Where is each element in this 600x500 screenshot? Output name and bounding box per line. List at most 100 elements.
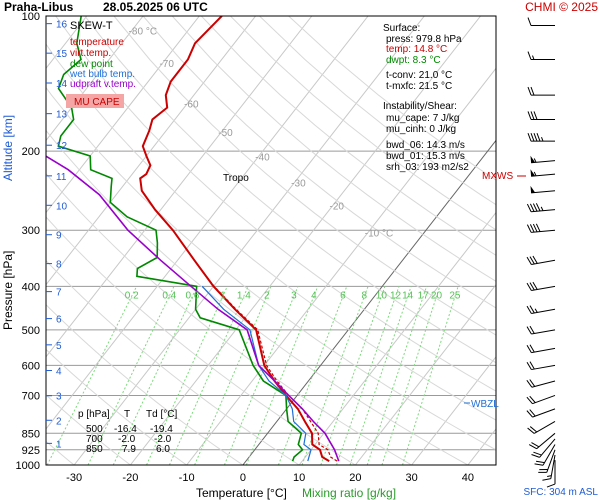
- dry-adiabat: [113, 16, 496, 336]
- temperature-tick-label: -30: [66, 472, 82, 484]
- levels-table: p [hPa] T Td [°C] 500 -16.4 -19.4 700 -2…: [78, 409, 177, 455]
- pressure-tick-label: 400: [22, 281, 40, 293]
- mixing-ratio-label: 0.4: [162, 290, 176, 301]
- dry-adiabat: [230, 16, 496, 231]
- surface-press: press: 979.8 hPa: [386, 34, 462, 45]
- legend-title: SKEW-T: [70, 20, 113, 32]
- altitude-tick-label: 9: [56, 231, 62, 242]
- copyright: CHMI © 2025: [525, 0, 598, 14]
- surface-tconv: t-conv: 21.0 °C: [386, 70, 452, 81]
- dry-adiabat: [46, 259, 300, 465]
- temperature-tick-label: 40: [462, 472, 474, 484]
- mixing-ratio-line: [194, 286, 272, 465]
- wind-barb: [530, 185, 556, 194]
- tropopause-label: Tropo: [223, 173, 249, 184]
- table-header-td: Td [°C]: [146, 409, 177, 420]
- isotherm-label: -70: [159, 59, 174, 70]
- altitude-tick-label: 10: [56, 201, 68, 212]
- y-axis-label: Pressure [hPa]: [1, 251, 15, 330]
- mixing-ratio-line: [46, 286, 138, 465]
- wind-barb: [528, 432, 556, 450]
- legend-item-wet-bulb: wet bulb temp.: [69, 69, 135, 80]
- legend-item-virt-temp: virt.temp.: [70, 48, 111, 59]
- isotherm-line: [73, 16, 425, 465]
- isotherm-label: -20: [330, 202, 345, 213]
- altitude-tick-label: 8: [56, 260, 62, 271]
- mu-cinh-value: mu_cinh: 0 J/kg: [386, 124, 456, 135]
- bwd-01-value: bwd_01: 15.3 m/s: [386, 151, 465, 162]
- dry-adiabat: [46, 394, 131, 465]
- dry-adiabat: [46, 348, 187, 465]
- wind-barb: [526, 281, 556, 291]
- surface-tmxfc: t-mxfc: 21.5 °C: [386, 81, 452, 92]
- altitude-tick-label: 12: [56, 141, 68, 152]
- isotherm-labels: -80 °C -70 -60 -50 -40 -30 -20 -10 °C: [129, 27, 394, 240]
- temperature-tick-label: 10: [293, 472, 305, 484]
- wind-barb: [534, 444, 556, 466]
- dry-adiabat: [46, 86, 496, 451]
- table-cell: 700: [86, 434, 103, 445]
- table-cell: 500: [86, 424, 103, 435]
- plot-frame: [45, 15, 497, 466]
- wind-barb: [538, 449, 556, 473]
- altitude-tick-label: 1: [56, 439, 62, 450]
- dry-adiabat: [46, 303, 244, 465]
- isotherm-line: [467, 428, 496, 465]
- mixing-ratio-label: 3: [291, 290, 297, 301]
- mixing-ratio-label: 25: [449, 290, 461, 301]
- wind-barb: [526, 379, 556, 388]
- wind-barb: [526, 394, 556, 405]
- pressure-tick-label: 925: [22, 445, 40, 457]
- mixing-ratio-line: [87, 286, 175, 465]
- altitude-tick-label: 7: [56, 288, 62, 299]
- mixing-ratio-line: [168, 286, 249, 465]
- pressure-tick-label: 600: [22, 360, 40, 372]
- dry-adiabats: [46, 16, 496, 465]
- mixing-ratio-line: [349, 286, 412, 465]
- isotherm-label: -40: [255, 153, 270, 164]
- altitude-tick-label: 14: [56, 79, 68, 90]
- table-cell: -2.0: [154, 434, 172, 445]
- mixing-ratio-label: 0.6: [185, 290, 199, 301]
- temperature-tick-label: -20: [122, 472, 138, 484]
- mixing-ratio-line: [245, 286, 319, 465]
- mixing-ratio-line: [336, 286, 400, 465]
- surface-temp: temp: 14.8 °C: [386, 44, 447, 55]
- table-cell: 6.0: [156, 444, 170, 455]
- instability-info: Instability/Shear: mu_cape: 7 J/kg mu_ci…: [383, 101, 469, 173]
- temperature-tick-labels: -30 -20 -10 0 10 20 30 40: [66, 472, 474, 484]
- pressure-tick-labels: 100 200 300 400 500 600 700 850 925 1000: [16, 11, 40, 472]
- pressure-tick-label: 100: [22, 11, 40, 23]
- wbzl-label: WBZL: [471, 399, 499, 410]
- mixing-ratio-line: [112, 286, 198, 465]
- mixing-ratio-label: 2: [264, 290, 270, 301]
- wind-barb: [530, 155, 556, 164]
- isotherm-line: [46, 16, 200, 214]
- wind-barb: [527, 111, 555, 120]
- isotherm-label: -60: [184, 100, 199, 111]
- isotherm-line: [46, 16, 369, 430]
- wind-barb: [531, 438, 556, 458]
- mixing-ratio-label: 4: [311, 290, 317, 301]
- y-axis-label-2: Altitude [km]: [1, 115, 15, 181]
- wind-barb: [526, 344, 556, 354]
- table-cell: -2.0: [118, 434, 136, 445]
- wind-barb: [526, 305, 556, 314]
- plot-area: -80 °C -70 -60 -50 -40 -30 -20 -10 °C 0.2 0.4 0.6…: [46, 16, 600, 465]
- x-axis-label: Temperature [°C]: [196, 486, 287, 500]
- pressure-tick-label: 850: [22, 428, 40, 440]
- legend-item-temperature: temperature: [70, 37, 124, 48]
- isobars: [46, 16, 496, 465]
- isotherm-line: [129, 16, 481, 465]
- altitude-tick-label: 3: [56, 392, 62, 403]
- pressure-tick-label: 500: [22, 325, 40, 337]
- isotherm-line: [411, 356, 496, 465]
- surface-title: Surface:: [383, 23, 420, 34]
- isotherm-line: [354, 283, 496, 465]
- series-line-dew-point: [57, 16, 304, 462]
- legend-item-updraft: udpraft v.temp.: [70, 79, 136, 90]
- isotherm-line: [524, 16, 600, 465]
- isotherm-line: [46, 16, 144, 142]
- wind-barb: [527, 17, 555, 27]
